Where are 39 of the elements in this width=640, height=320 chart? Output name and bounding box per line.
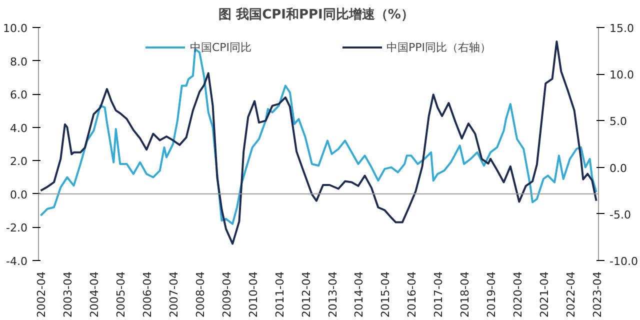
x-tick-label: 2014-04 xyxy=(352,271,366,318)
legend-label: 中国PPI同比（右轴） xyxy=(386,40,492,54)
y-tick-label: 8.0 xyxy=(10,55,28,68)
x-tick-label: 2020-04 xyxy=(512,271,525,318)
x-tick-label: 2015-04 xyxy=(379,271,392,318)
x-tick-label: 2008-04 xyxy=(194,271,208,318)
x-tick-label: 2021-04 xyxy=(538,271,551,318)
x-tick-label: 2009-04 xyxy=(220,271,234,318)
y2-tick-label: -10.0 xyxy=(610,255,638,268)
x-tick-label: 2016-04 xyxy=(406,271,419,318)
y2-tick-label: 10.0 xyxy=(610,68,634,82)
x-tick-label: 2023-04 xyxy=(590,271,604,318)
x-tick-label: 2003-04 xyxy=(62,271,75,318)
x-tick-label: 2010-04 xyxy=(246,271,260,318)
x-tick-label: 2019-04 xyxy=(485,271,498,318)
legend-label: 中国CPI同比 xyxy=(190,40,252,54)
y-tick-label: 6.0 xyxy=(10,88,28,102)
y2-tick-label: 0.0 xyxy=(610,162,627,175)
chart-title: 图 我国CPI和PPI同比增速（%） xyxy=(218,6,414,22)
x-tick-label: 2007-04 xyxy=(168,271,181,318)
x-tick-label: 2022-04 xyxy=(564,271,578,318)
y-tick-label: -4.0 xyxy=(6,255,28,268)
x-tick-label: 2005-04 xyxy=(114,271,128,318)
x-tick-label: 2006-04 xyxy=(141,271,154,318)
x-tick-label: 2004-04 xyxy=(88,271,102,318)
y-tick-label: 4.0 xyxy=(10,122,28,135)
x-tick-label: 2018-04 xyxy=(458,271,472,318)
y2-tick-label: 15.0 xyxy=(610,22,634,35)
y-tick-label: 0.0 xyxy=(10,188,28,202)
x-tick-label: 2013-04 xyxy=(326,271,340,318)
x-tick-label: 2012-04 xyxy=(300,271,313,318)
y2-tick-label: -5.0 xyxy=(610,208,631,222)
x-tick-label: 2017-04 xyxy=(432,271,446,318)
y-tick-label: 10.0 xyxy=(3,22,28,35)
y-tick-label: -2.0 xyxy=(6,222,28,235)
y-tick-label: 2.0 xyxy=(10,155,28,168)
x-tick-label: 2002-04 xyxy=(35,271,48,318)
y2-tick-label: 5.0 xyxy=(610,115,627,128)
x-tick-label: 2011-04 xyxy=(273,271,286,318)
